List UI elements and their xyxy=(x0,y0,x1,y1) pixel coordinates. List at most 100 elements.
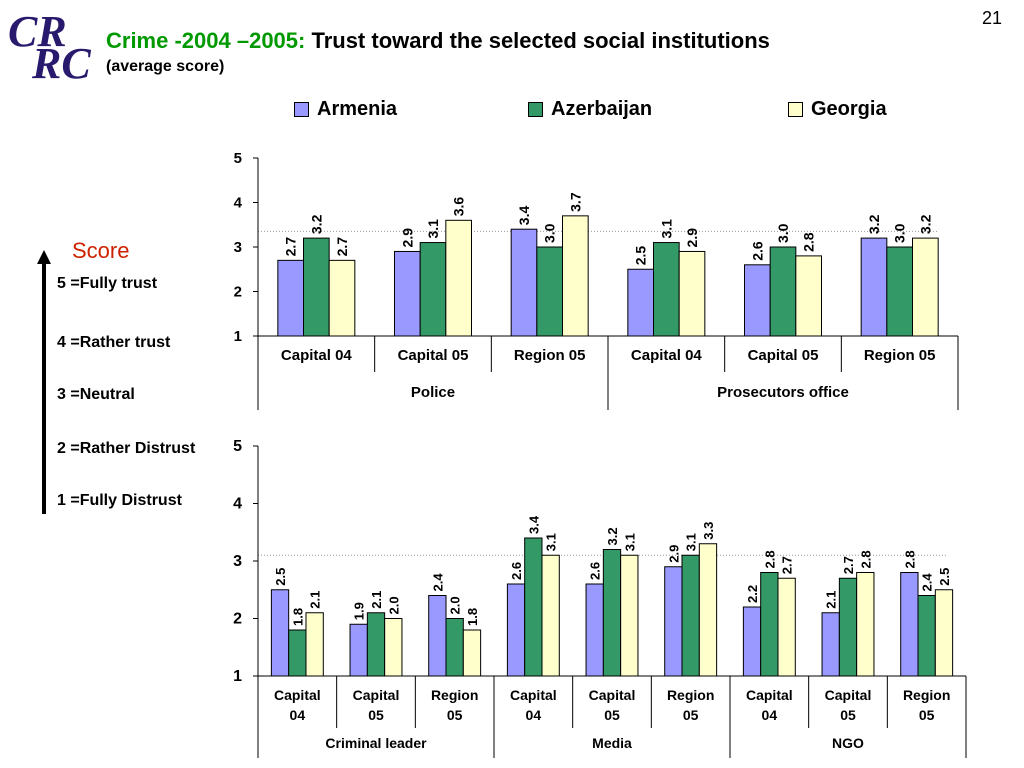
c2-y-tick-label: 1 xyxy=(233,668,242,685)
c1-group-label: Prosecutors office xyxy=(717,384,849,401)
c2-data-label: 2.0 xyxy=(386,596,401,614)
c2-group-label: Media xyxy=(592,735,632,751)
c2-data-label: 3.1 xyxy=(622,533,637,551)
crrc-logo: CR RC xyxy=(8,6,98,86)
c1-data-label: 2.9 xyxy=(684,228,700,248)
c1-y-tick-label: 1 xyxy=(234,328,242,345)
c1-category-label: Capital 04 xyxy=(631,347,703,364)
c2-category-label: Capital xyxy=(589,687,636,703)
c2-bar xyxy=(270,589,290,677)
c2-y-tick-label: 2 xyxy=(233,611,242,628)
c2-bar xyxy=(681,554,700,677)
c1-bar xyxy=(627,268,654,337)
c1-data-label: 2.7 xyxy=(334,237,350,257)
c2-category-label: Capital xyxy=(274,687,321,703)
c1-y-tick-label: 2 xyxy=(234,284,242,301)
c1-bar xyxy=(445,219,473,337)
c1-data-label: 3.0 xyxy=(892,223,908,243)
c1-bar xyxy=(769,246,797,337)
c1-data-label: 2.7 xyxy=(283,237,299,257)
c2-data-label: 2.7 xyxy=(780,556,795,574)
c1-y-tick-label: 3 xyxy=(234,239,242,256)
c2-data-label: 1.8 xyxy=(465,608,480,626)
c2-data-label: 2.6 xyxy=(588,562,603,580)
c2-category-label: 05 xyxy=(840,707,856,723)
score-title: Score xyxy=(72,238,130,263)
legend-swatch-georgia xyxy=(788,102,803,117)
c2-bar xyxy=(917,595,936,677)
legend-swatch-azerbaijan xyxy=(528,102,543,117)
c1-data-label: 3.7 xyxy=(567,192,583,212)
c2-bar xyxy=(742,606,762,677)
c1-bar xyxy=(678,250,706,337)
c2-bar xyxy=(777,577,796,677)
c1-data-label: 3.4 xyxy=(516,206,532,226)
legend-label-azerbaijan: Azerbaijan xyxy=(551,98,653,120)
c2-data-label: 3.1 xyxy=(544,533,559,551)
c2-bar xyxy=(366,612,386,677)
c1-category-label: Region 05 xyxy=(514,347,586,364)
c2-bar xyxy=(428,595,447,677)
c2-bar xyxy=(856,572,875,677)
c2-category-label: Capital xyxy=(353,687,400,703)
c2-category-label: Region xyxy=(431,687,478,703)
c2-data-label: 2.0 xyxy=(448,596,463,614)
c1-bar xyxy=(303,237,330,337)
c1-bar xyxy=(860,237,888,337)
legend-item-azerbaijan: Azerbaijan xyxy=(528,98,652,121)
c2-bar xyxy=(934,589,954,677)
legend-item-armenia: Armenia xyxy=(294,98,397,121)
c1-bar xyxy=(328,259,356,337)
c2-bar xyxy=(305,612,324,677)
c2-bar xyxy=(585,583,604,677)
c2-category-label: 04 xyxy=(290,707,306,723)
c2-data-label: 1.9 xyxy=(352,602,367,620)
c1-y-tick-label: 4 xyxy=(234,195,243,212)
c1-bar xyxy=(536,246,563,337)
c2-bar xyxy=(445,618,464,677)
c1-data-label: 2.9 xyxy=(399,228,415,248)
c2-data-label: 2.2 xyxy=(745,585,760,603)
chart-legend: Armenia Azerbaijan Georgia xyxy=(0,98,1024,124)
c2-category-label: 04 xyxy=(526,707,542,723)
c1-data-label: 2.6 xyxy=(749,241,765,261)
c2-data-label: 2.5 xyxy=(273,568,288,586)
c2-category-label: Region xyxy=(903,687,950,703)
page-title: Crime -2004 –2005: Trust toward the sele… xyxy=(106,28,770,54)
c2-bar xyxy=(384,618,403,677)
legend-swatch-armenia xyxy=(294,102,309,117)
c1-bar xyxy=(744,264,771,337)
c2-category-label: Region xyxy=(667,687,714,703)
c1-bar xyxy=(795,255,822,337)
legend-label-armenia: Armenia xyxy=(317,98,398,120)
c1-category-label: Capital 05 xyxy=(398,347,469,364)
c2-category-label: Capital xyxy=(746,687,793,703)
page-subtitle: (average score) xyxy=(106,58,225,75)
c1-bar xyxy=(562,215,589,337)
c2-y-tick-label: 3 xyxy=(233,553,242,570)
c1-data-label: 3.6 xyxy=(451,197,467,217)
scale-item-3: 3 =Neutral xyxy=(57,386,135,403)
c2-bar xyxy=(698,543,718,677)
c2-bar xyxy=(524,537,543,677)
c1-y-tick-label: 5 xyxy=(234,150,242,167)
c2-category-label: 05 xyxy=(368,707,384,723)
slide-number: 21 xyxy=(981,8,1002,28)
c1-group-label: Police xyxy=(411,384,455,401)
c2-category-label: 05 xyxy=(683,707,699,723)
c2-data-label: 3.2 xyxy=(605,527,620,545)
c2-y-tick-label: 4 xyxy=(233,496,242,513)
up-arrow-icon xyxy=(37,250,51,264)
scale-arrow-line xyxy=(42,262,46,514)
c1-data-label: 3.1 xyxy=(658,219,674,239)
c2-bar xyxy=(664,566,683,677)
c2-bar xyxy=(349,623,368,677)
logo-line-1: CR xyxy=(8,7,67,56)
c2-category-label: Capital xyxy=(825,687,872,703)
c2-category-label: 05 xyxy=(919,707,935,723)
c1-data-label: 3.2 xyxy=(917,214,933,234)
c2-group-label: NGO xyxy=(832,735,864,751)
c2-bar xyxy=(900,572,919,677)
c2-data-label: 2.1 xyxy=(369,591,384,609)
c1-data-label: 3.0 xyxy=(775,223,791,243)
